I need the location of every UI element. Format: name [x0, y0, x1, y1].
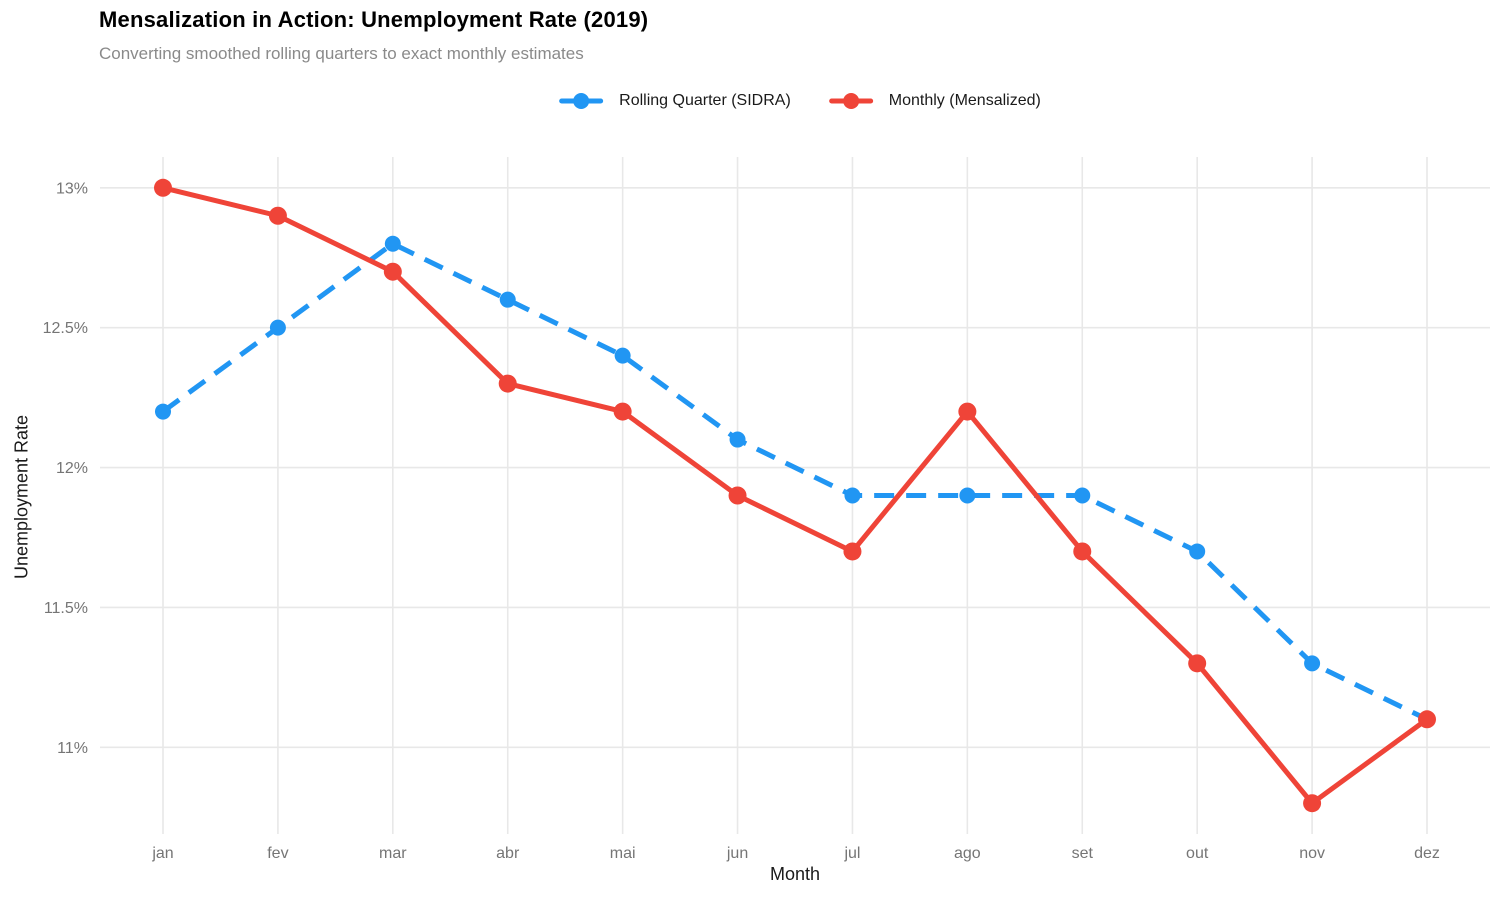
x-tick-label: jul [843, 845, 860, 862]
x-tick-label: set [1072, 845, 1094, 862]
x-tick-label: nov [1299, 845, 1325, 862]
data-point-monthly-mensalized-nov [1303, 794, 1322, 813]
x-tick-label: mai [610, 845, 636, 862]
data-point-rolling-quarter-sidra-mar [384, 235, 401, 252]
y-tick-label: 11% [57, 740, 88, 757]
legend-dot-icon [842, 93, 859, 109]
chart-title: Mensalization in Action: Unemployment Ra… [99, 7, 649, 32]
data-point-monthly-mensalized-jun [728, 486, 747, 505]
legend-item-rolling-quarter: Rolling Quarter (SIDRA) [559, 92, 791, 110]
data-point-rolling-quarter-sidra-set [1074, 487, 1091, 504]
data-point-rolling-quarter-sidra-ago [959, 487, 976, 504]
data-point-rolling-quarter-sidra-jun [729, 431, 746, 448]
y-tick-label: 13% [56, 180, 88, 197]
data-point-monthly-mensalized-fev [268, 206, 287, 225]
data-point-monthly-mensalized-jul [843, 542, 862, 561]
x-tick-label: jan [151, 845, 173, 862]
legend-dot-icon [573, 93, 590, 109]
y-tick-label: 12% [56, 460, 88, 477]
data-point-rolling-quarter-sidra-fev [269, 319, 286, 336]
legend: Rolling Quarter (SIDRA) Monthly (Mensali… [559, 92, 1041, 110]
data-point-monthly-mensalized-abr [498, 374, 517, 393]
y-tick-label: 11.5% [44, 600, 88, 617]
data-point-monthly-mensalized-ago [958, 402, 977, 421]
series-line-rolling-quarter-sidra [161, 241, 1429, 722]
data-point-rolling-quarter-sidra-abr [499, 291, 516, 308]
series-line-monthly-mensalized [162, 185, 1429, 806]
data-point-monthly-mensalized-out [1188, 654, 1207, 673]
x-tick-label: fev [267, 845, 288, 862]
x-tick-label: abr [496, 845, 520, 862]
data-point-monthly-mensalized-mai [613, 402, 632, 421]
x-tick-label: ago [954, 845, 981, 862]
legend-item-monthly-mensalized: Monthly (Mensalized) [828, 92, 1041, 110]
x-tick-label: mar [379, 845, 407, 862]
data-point-monthly-mensalized-jan [154, 178, 172, 197]
data-point-rolling-quarter-sidra-jan [155, 403, 171, 420]
data-point-monthly-mensalized-mar [383, 262, 402, 281]
data-point-rolling-quarter-sidra-out [1189, 543, 1206, 560]
data-point-rolling-quarter-sidra-nov [1304, 655, 1321, 672]
y-axis-title: Unemployment Rate [11, 414, 32, 580]
x-tick-label: jun [726, 845, 748, 862]
chart-subtitle: Converting smoothed rolling quarters to … [99, 44, 584, 63]
data-point-monthly-mensalized-set [1073, 542, 1092, 561]
x-tick-label: dez [1414, 845, 1440, 862]
legend-label-rolling-quarter: Rolling Quarter (SIDRA) [619, 92, 791, 109]
data-point-rolling-quarter-sidra-mai [614, 347, 631, 364]
legend-key-monthly-mensalized [828, 93, 873, 109]
legend-label-monthly-mensalized: Monthly (Mensalized) [888, 92, 1041, 109]
legend-key-rolling-quarter [559, 93, 604, 109]
data-point-monthly-mensalized-dez [1418, 710, 1436, 729]
y-tick-label: 12.5% [43, 320, 88, 337]
x-tick-label: out [1186, 845, 1209, 862]
x-axis-title: Month [769, 864, 821, 884]
data-point-rolling-quarter-sidra-jul [844, 487, 861, 504]
